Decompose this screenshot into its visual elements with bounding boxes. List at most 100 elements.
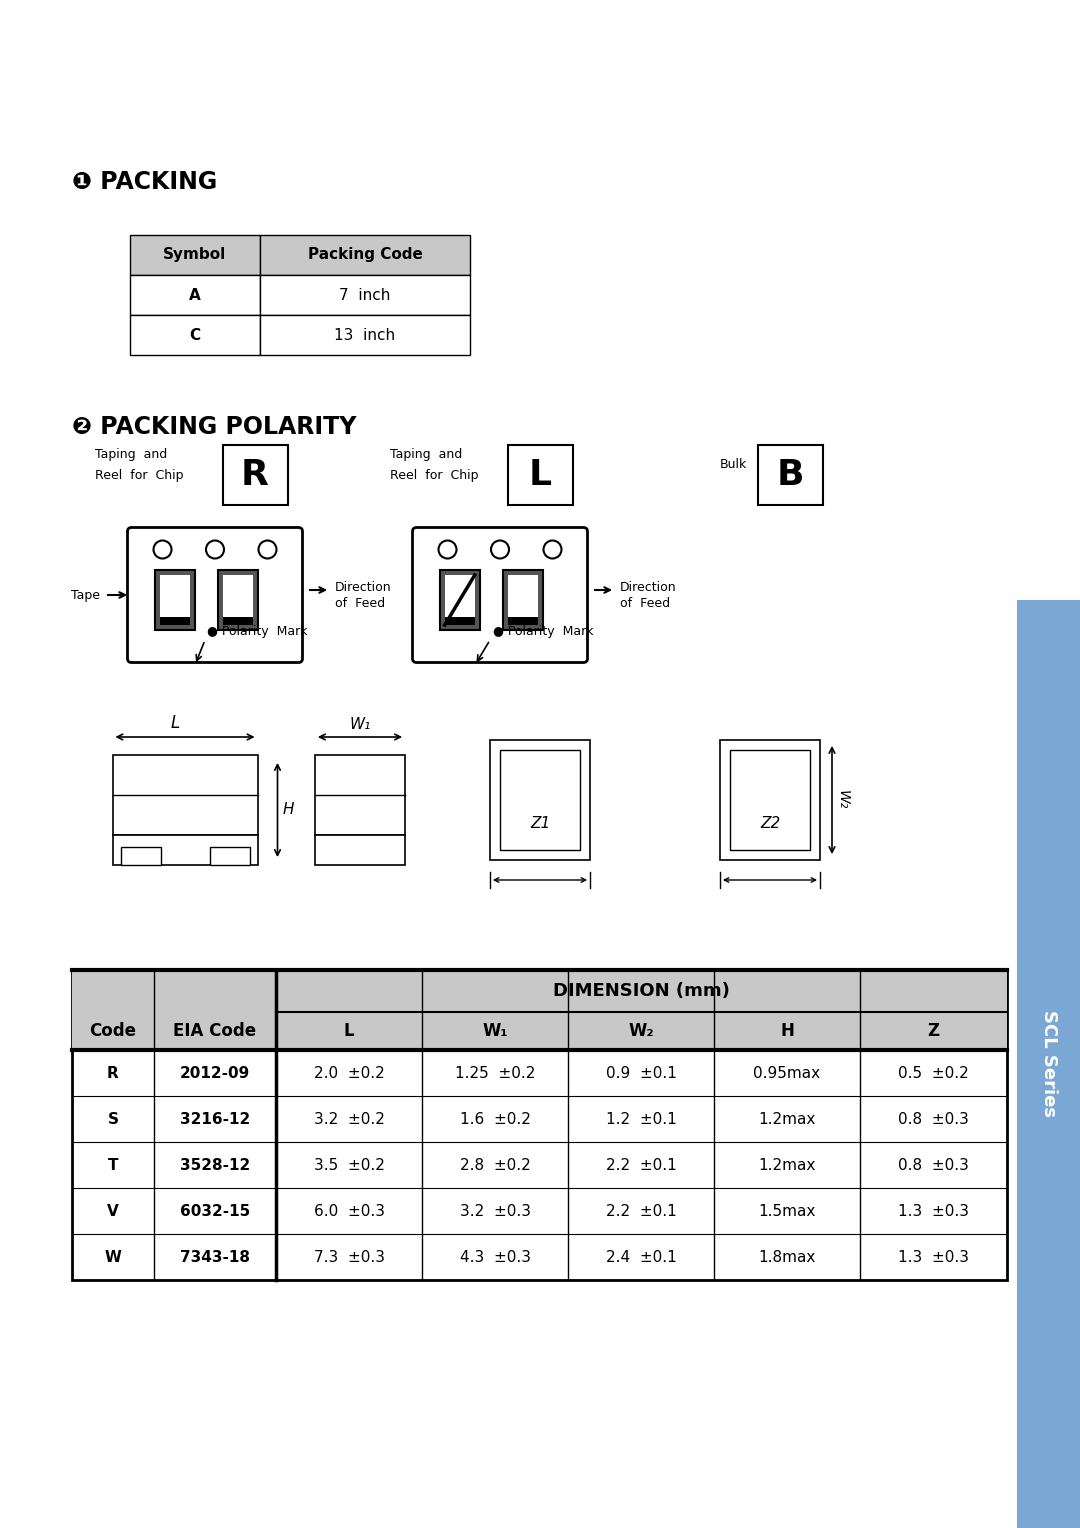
Text: Direction: Direction <box>335 581 392 594</box>
Text: W₂: W₂ <box>836 790 850 810</box>
Text: 1.2max: 1.2max <box>758 1111 815 1126</box>
Bar <box>500 750 580 850</box>
Text: Bulk: Bulk <box>720 458 747 472</box>
Text: 1.2max: 1.2max <box>758 1158 815 1172</box>
Text: C: C <box>189 327 201 342</box>
Text: W₁: W₁ <box>482 1022 508 1041</box>
Text: 4.3  ±0.3: 4.3 ±0.3 <box>459 1250 530 1265</box>
Bar <box>130 235 260 275</box>
Text: Z: Z <box>928 1022 940 1041</box>
Text: 2.2  ±0.1: 2.2 ±0.1 <box>606 1204 676 1218</box>
Text: 1.6  ±0.2: 1.6 ±0.2 <box>460 1111 530 1126</box>
Bar <box>222 575 253 625</box>
Text: W: W <box>105 1250 121 1265</box>
Bar <box>440 570 480 630</box>
Bar <box>222 617 253 625</box>
Text: 3.2  ±0.2: 3.2 ±0.2 <box>313 1111 384 1126</box>
Bar <box>445 617 475 625</box>
Text: 2.0  ±0.2: 2.0 ±0.2 <box>313 1065 384 1080</box>
Text: ❶ PACKING: ❶ PACKING <box>72 170 217 194</box>
Text: 0.9  ±0.1: 0.9 ±0.1 <box>606 1065 676 1080</box>
Bar <box>112 755 257 834</box>
Text: ❷ PACKING POLARITY: ❷ PACKING POLARITY <box>72 416 356 439</box>
Bar <box>130 275 260 315</box>
Bar <box>218 570 258 630</box>
Text: 0.8  ±0.3: 0.8 ±0.3 <box>899 1158 969 1172</box>
Text: ● Polarity  Mark: ● Polarity Mark <box>492 625 594 639</box>
Text: 7.3  ±0.3: 7.3 ±0.3 <box>313 1250 384 1265</box>
Text: Packing Code: Packing Code <box>308 248 422 263</box>
Text: 6032-15: 6032-15 <box>180 1204 251 1218</box>
Text: 3.5  ±0.2: 3.5 ±0.2 <box>313 1158 384 1172</box>
Bar <box>445 575 475 625</box>
Bar <box>160 575 190 625</box>
Bar <box>508 617 538 625</box>
Text: SCL Series: SCL Series <box>1039 1010 1057 1117</box>
Text: A: A <box>189 287 201 303</box>
FancyBboxPatch shape <box>413 527 588 663</box>
Bar <box>730 750 810 850</box>
Text: R: R <box>241 458 269 492</box>
Bar <box>490 740 590 860</box>
Text: 0.8  ±0.3: 0.8 ±0.3 <box>899 1111 969 1126</box>
Bar <box>315 755 405 834</box>
Text: Z1: Z1 <box>530 816 550 831</box>
Text: 1.25  ±0.2: 1.25 ±0.2 <box>455 1065 536 1080</box>
Text: L: L <box>528 458 552 492</box>
Text: 2.8  ±0.2: 2.8 ±0.2 <box>460 1158 530 1172</box>
Bar <box>720 740 820 860</box>
Text: 1.3  ±0.3: 1.3 ±0.3 <box>897 1204 969 1218</box>
Text: of  Feed: of Feed <box>620 597 670 610</box>
Text: 7  inch: 7 inch <box>339 287 391 303</box>
Text: of  Feed: of Feed <box>335 597 386 610</box>
Text: 2012-09: 2012-09 <box>180 1065 251 1080</box>
Text: Tape: Tape <box>71 588 100 602</box>
Text: W₁: W₁ <box>349 717 370 732</box>
Text: Taping  and
Reel  for  Chip: Taping and Reel for Chip <box>95 448 184 481</box>
Bar <box>503 570 543 630</box>
Text: 13  inch: 13 inch <box>335 327 395 342</box>
Text: 1.8max: 1.8max <box>758 1250 815 1265</box>
Text: 3.2  ±0.3: 3.2 ±0.3 <box>459 1204 530 1218</box>
Text: V: V <box>107 1204 119 1218</box>
Text: ● Polarity  Mark: ● Polarity Mark <box>207 625 308 639</box>
Text: L: L <box>171 714 179 732</box>
Bar <box>260 275 470 315</box>
Text: 2.2  ±0.1: 2.2 ±0.1 <box>606 1158 676 1172</box>
Text: T: T <box>108 1158 118 1172</box>
Text: B: B <box>777 458 804 492</box>
Text: Code: Code <box>90 1022 136 1041</box>
Bar <box>260 315 470 354</box>
Text: 6.0  ±0.3: 6.0 ±0.3 <box>313 1204 384 1218</box>
Bar <box>508 445 572 504</box>
Text: Z2: Z2 <box>760 816 780 831</box>
Bar <box>260 235 470 275</box>
Text: H: H <box>283 802 294 817</box>
Bar <box>757 445 823 504</box>
Bar <box>508 575 538 625</box>
Text: 1.2  ±0.1: 1.2 ±0.1 <box>606 1111 676 1126</box>
Text: 2.4  ±0.1: 2.4 ±0.1 <box>606 1250 676 1265</box>
Bar <box>210 847 249 865</box>
Text: 0.5  ±0.2: 0.5 ±0.2 <box>899 1065 969 1080</box>
Text: 1.3  ±0.3: 1.3 ±0.3 <box>897 1250 969 1265</box>
Text: 3216-12: 3216-12 <box>180 1111 251 1126</box>
Text: H: H <box>780 1022 794 1041</box>
Bar <box>72 1012 1007 1050</box>
Bar <box>130 315 260 354</box>
Text: Direction: Direction <box>620 581 677 594</box>
Text: 7343-18: 7343-18 <box>180 1250 249 1265</box>
Bar <box>154 570 194 630</box>
Bar <box>160 617 190 625</box>
Text: W₂: W₂ <box>629 1022 653 1041</box>
Bar <box>112 834 257 865</box>
FancyBboxPatch shape <box>127 527 302 663</box>
Text: DIMENSION (mm): DIMENSION (mm) <box>553 983 730 999</box>
Text: 3528-12: 3528-12 <box>180 1158 251 1172</box>
Bar <box>222 445 287 504</box>
Text: S: S <box>108 1111 119 1126</box>
Bar <box>72 970 1007 1012</box>
Text: Taping  and
Reel  for  Chip: Taping and Reel for Chip <box>390 448 478 481</box>
Text: Symbol: Symbol <box>163 248 227 263</box>
Bar <box>72 970 1007 1280</box>
